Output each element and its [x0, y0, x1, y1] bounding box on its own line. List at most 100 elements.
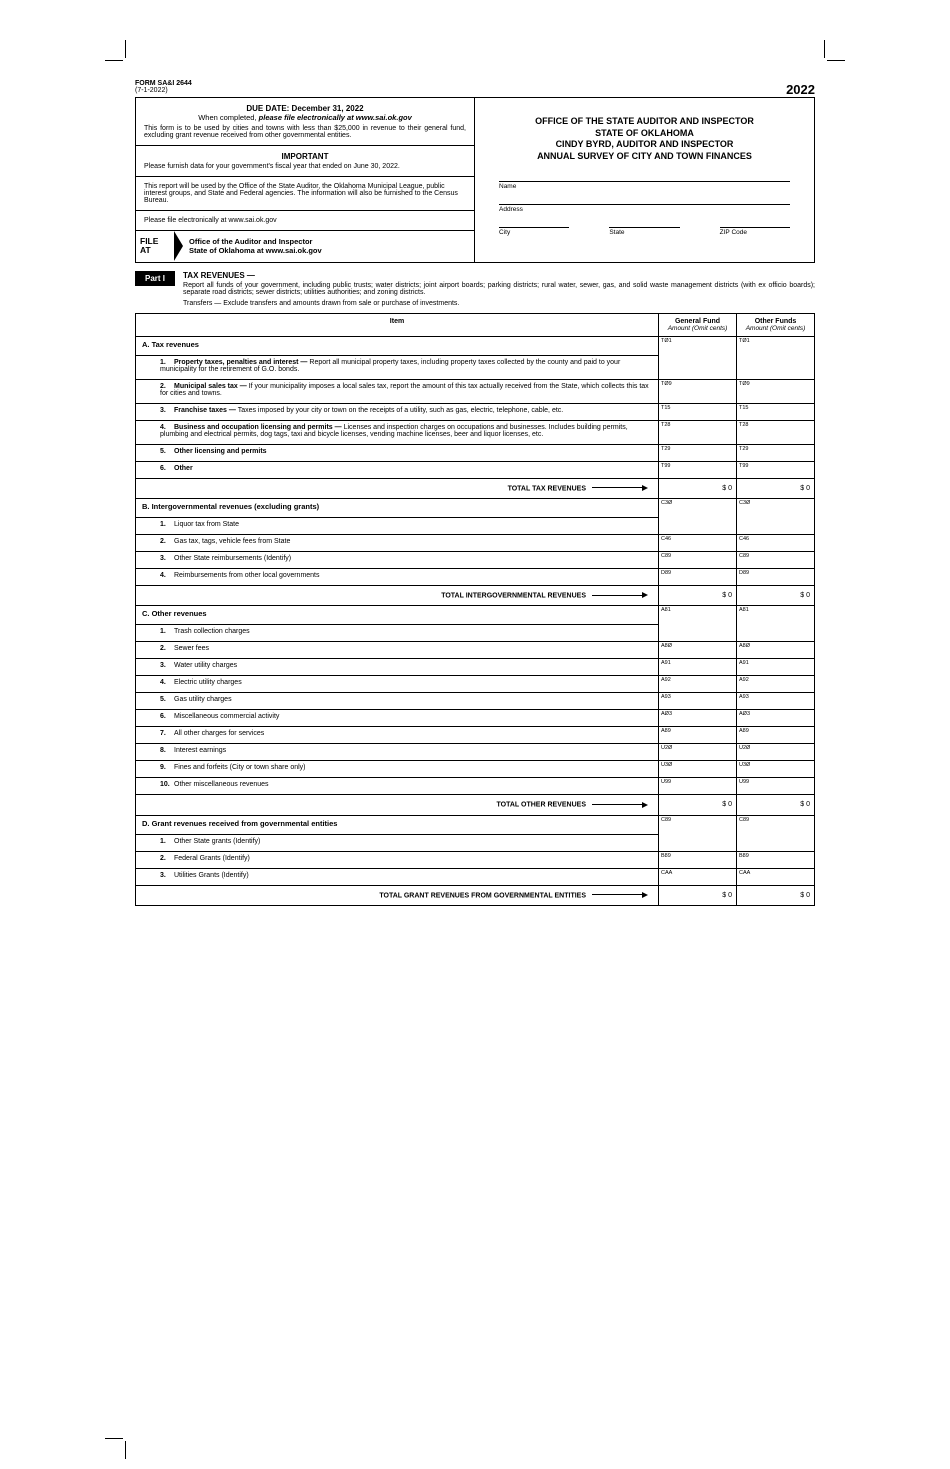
secC-r9-gf[interactable]: U3Ø: [659, 761, 737, 778]
secD-r1-gf[interactable]: C89: [659, 815, 737, 851]
row-text: All other charges for services: [174, 730, 264, 737]
arrow-right-icon: [642, 802, 648, 808]
secA-r3-gf[interactable]: T15: [659, 403, 737, 420]
secA-r1-of[interactable]: TØ1: [737, 336, 815, 379]
code: C3Ø: [739, 500, 750, 506]
code: T28: [739, 422, 748, 428]
secC-r6-gf[interactable]: AØ3: [659, 710, 737, 727]
office-l3: CINDY BYRD, AUDITOR AND INSPECTOR: [556, 139, 734, 149]
table-row: 2.Municipal sales tax — If your municipa…: [136, 379, 815, 403]
row-num: 4.: [160, 424, 174, 431]
state-field[interactable]: State: [609, 227, 679, 236]
table-row: 9.Fines and forfeits (City or town share…: [136, 761, 815, 778]
code: T29: [739, 446, 748, 452]
col-gf-header: General FundAmount (Omit cents): [659, 313, 737, 336]
office-l4: ANNUAL SURVEY OF CITY AND TOWN FINANCES: [537, 151, 752, 161]
row-num: 3.: [160, 872, 174, 879]
secC-total-gf: $ 0: [659, 795, 737, 815]
secA-r5-of[interactable]: T29: [737, 444, 815, 461]
secC-r7-of[interactable]: A89: [737, 727, 815, 744]
code: C89: [661, 553, 671, 559]
secC-r4-gf[interactable]: A92: [659, 676, 737, 693]
secB-total-row: TOTAL INTERGOVERNMENTAL REVENUES $ 0 $ 0: [136, 586, 815, 606]
secC-r8-gf[interactable]: U2Ø: [659, 744, 737, 761]
secC-header-row: C. Other revenues A81 A81: [136, 606, 815, 625]
secC-r6-of[interactable]: AØ3: [737, 710, 815, 727]
secA-r6-of[interactable]: T99: [737, 461, 815, 478]
secC-r9-of[interactable]: U3Ø: [737, 761, 815, 778]
secB-r3-gf[interactable]: C89: [659, 552, 737, 569]
secA-header-row: A. Tax revenues TØ1 TØ1: [136, 336, 815, 355]
code: A81: [661, 607, 671, 613]
secA-r6-gf[interactable]: T99: [659, 461, 737, 478]
address-field[interactable]: Address: [499, 204, 790, 213]
code: T99: [661, 463, 670, 469]
secD-r3-gf[interactable]: CAA: [659, 868, 737, 885]
secA-r2-gf[interactable]: TØ9: [659, 379, 737, 403]
secA-r4-of[interactable]: T28: [737, 420, 815, 444]
row-num: 9.: [160, 764, 174, 771]
row-text: Other State grants (Identify): [174, 838, 260, 845]
secC-total-label: TOTAL OTHER REVENUES: [136, 795, 659, 815]
name-field[interactable]: Name: [499, 181, 790, 190]
secA-r3-of[interactable]: T15: [737, 403, 815, 420]
secC-r8-of[interactable]: U2Ø: [737, 744, 815, 761]
row-text: Federal Grants (Identify): [174, 855, 250, 862]
secB-r4-gf[interactable]: D89: [659, 569, 737, 586]
secC-r5-gf[interactable]: A93: [659, 693, 737, 710]
secC-r1-of[interactable]: A81: [737, 606, 815, 642]
col-of-sub: Amount (Omit cents): [739, 325, 812, 332]
secC-r3-gf[interactable]: A91: [659, 659, 737, 676]
table-row: 6.Other T99 T99: [136, 461, 815, 478]
secC-r4-of[interactable]: A92: [737, 676, 815, 693]
important-p3: Please file electronically at www.sai.ok…: [136, 210, 474, 230]
code: D89: [661, 570, 671, 576]
secC-r7-gf[interactable]: A89: [659, 727, 737, 744]
city-field[interactable]: City: [499, 227, 569, 236]
table-row: 10.Other miscellaneous revenues U99 U99: [136, 778, 815, 795]
secB-r1-gf[interactable]: C3Ø: [659, 499, 737, 535]
secD-r2-of[interactable]: B89: [737, 851, 815, 868]
secD-header-row: D. Grant revenues received from governme…: [136, 815, 815, 834]
secA-r2-of[interactable]: TØ9: [737, 379, 815, 403]
secC-r10-of[interactable]: U99: [737, 778, 815, 795]
secD-r3-of[interactable]: CAA: [737, 868, 815, 885]
important-p2: This report will be used by the Office o…: [136, 177, 474, 210]
secA-r5-gf[interactable]: T29: [659, 444, 737, 461]
secC-r3-of[interactable]: A91: [737, 659, 815, 676]
table-row: 4.Business and occupation licensing and …: [136, 420, 815, 444]
secC-r10-gf[interactable]: U99: [659, 778, 737, 795]
secA-total-label: TOTAL TAX REVENUES: [136, 478, 659, 498]
secA-total-row: TOTAL TAX REVENUES $ 0 $ 0: [136, 478, 815, 498]
secB-r2-of[interactable]: C46: [737, 535, 815, 552]
code: U2Ø: [739, 745, 750, 751]
table-row: 3.Other State reimbursements (Identify) …: [136, 552, 815, 569]
zip-field[interactable]: ZIP Code: [720, 227, 790, 236]
row-num: 5.: [160, 448, 174, 455]
row-num: 4.: [160, 572, 174, 579]
secA-r4-gf[interactable]: T28: [659, 420, 737, 444]
secD-r2-gf[interactable]: B89: [659, 851, 737, 868]
row-bold: Franchise taxes —: [174, 407, 236, 414]
row-num: 1.: [160, 359, 174, 366]
secC-r2-gf[interactable]: A8Ø: [659, 642, 737, 659]
row-num: 3.: [160, 555, 174, 562]
file-at-label: FILEAT: [136, 231, 174, 262]
row-num: 2.: [160, 855, 174, 862]
table-row: 2.Gas tax, tags, vehicle fees from State…: [136, 535, 815, 552]
code: U2Ø: [661, 745, 672, 751]
secD-r1-of[interactable]: C89: [737, 815, 815, 851]
secB-r4-of[interactable]: D89: [737, 569, 815, 586]
secB-r3-of[interactable]: C89: [737, 552, 815, 569]
table-row: 2.Federal Grants (Identify) B89 B89: [136, 851, 815, 868]
secA-r1-gf[interactable]: TØ1: [659, 336, 737, 379]
secB-r2-gf[interactable]: C46: [659, 535, 737, 552]
row-text: Interest earnings: [174, 747, 226, 754]
office-l2: STATE OF OKLAHOMA: [595, 128, 694, 138]
table-row: 4.Reimbursements from other local govern…: [136, 569, 815, 586]
secB-r1-of[interactable]: C3Ø: [737, 499, 815, 535]
secC-r5-of[interactable]: A93: [737, 693, 815, 710]
row-text: Gas tax, tags, vehicle fees from State: [174, 538, 290, 545]
secC-r1-gf[interactable]: A81: [659, 606, 737, 642]
secC-r2-of[interactable]: A8Ø: [737, 642, 815, 659]
